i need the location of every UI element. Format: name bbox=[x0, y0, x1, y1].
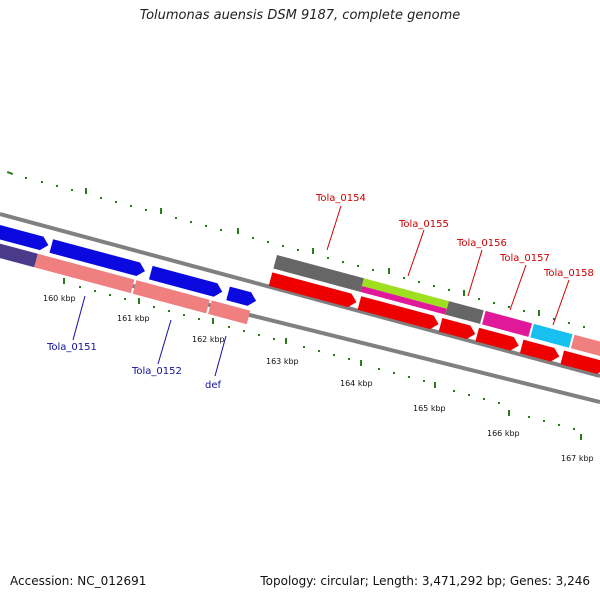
cds-blue-4[interactable] bbox=[226, 286, 258, 308]
cds-blue-3[interactable] bbox=[148, 265, 224, 299]
gene-label-tola-0156[interactable]: Tola_0156 bbox=[456, 238, 507, 249]
cds-red-5[interactable] bbox=[519, 339, 561, 364]
left-gene-strip bbox=[0, 225, 258, 325]
scale-label-163: 163 kbp bbox=[266, 357, 299, 366]
gene-label-def[interactable]: def bbox=[205, 380, 222, 391]
gene-label-tola-0155[interactable]: Tola_0155 bbox=[398, 219, 449, 230]
scale-label-162: 162 kbp bbox=[192, 335, 225, 344]
genome-summary-text: Topology: circular; Length: 3,471,292 bp… bbox=[260, 574, 590, 588]
scale-label-160: 160 kbp bbox=[43, 294, 76, 303]
bottom-gene-labels bbox=[72, 295, 227, 377]
scale-label-165: 165 kbp bbox=[413, 404, 446, 413]
scale-label-161: 161 kbp bbox=[117, 314, 150, 323]
map-title: Tolumonas auensis DSM 9187, complete gen… bbox=[139, 8, 461, 23]
cds-pink-2[interactable] bbox=[132, 280, 210, 314]
top-gene-labels bbox=[326, 205, 570, 326]
scale-label-166: 166 kbp bbox=[487, 429, 520, 438]
cds-red-4[interactable] bbox=[475, 327, 520, 353]
cds-red-2[interactable] bbox=[357, 296, 441, 331]
cds-red-1[interactable] bbox=[268, 272, 359, 309]
accession-text: Accession: NC_012691 bbox=[10, 574, 147, 588]
scale-label-164: 164 kbp bbox=[340, 379, 373, 388]
cds-magenta-1[interactable] bbox=[482, 310, 533, 337]
cds-lime-1[interactable] bbox=[361, 278, 449, 309]
backbone-upper bbox=[0, 212, 600, 378]
cds-gray-2[interactable] bbox=[445, 301, 484, 324]
cds-red-3[interactable] bbox=[438, 317, 477, 341]
right-gene-strip bbox=[268, 255, 600, 376]
cds-dark-1[interactable] bbox=[0, 242, 38, 268]
cds-blue-1[interactable] bbox=[0, 225, 50, 252]
cds-magenta-0[interactable] bbox=[360, 286, 447, 315]
cds-red-6[interactable] bbox=[560, 350, 600, 376]
gene-label-tola-0154[interactable]: Tola_0154 bbox=[315, 193, 366, 204]
outer-scale-ring bbox=[6, 171, 585, 328]
gene-label-tola-0157[interactable]: Tola_0157 bbox=[499, 253, 550, 264]
inner-scale-ring bbox=[63, 278, 582, 440]
cds-blue-2[interactable] bbox=[49, 239, 147, 278]
scale-label-167: 167 kbp bbox=[561, 454, 594, 463]
gene-label-tola-0158[interactable]: Tola_0158 bbox=[543, 268, 594, 279]
gene-label-tola-0151[interactable]: Tola_0151 bbox=[46, 342, 97, 353]
cds-gray-1[interactable] bbox=[273, 255, 364, 292]
cds-cyan-1[interactable] bbox=[530, 323, 573, 348]
cds-pink-3[interactable] bbox=[208, 300, 251, 325]
cds-pink-4[interactable] bbox=[570, 334, 600, 359]
gene-label-tola-0152[interactable]: Tola_0152 bbox=[131, 366, 182, 377]
cds-pink-1[interactable] bbox=[34, 253, 135, 294]
